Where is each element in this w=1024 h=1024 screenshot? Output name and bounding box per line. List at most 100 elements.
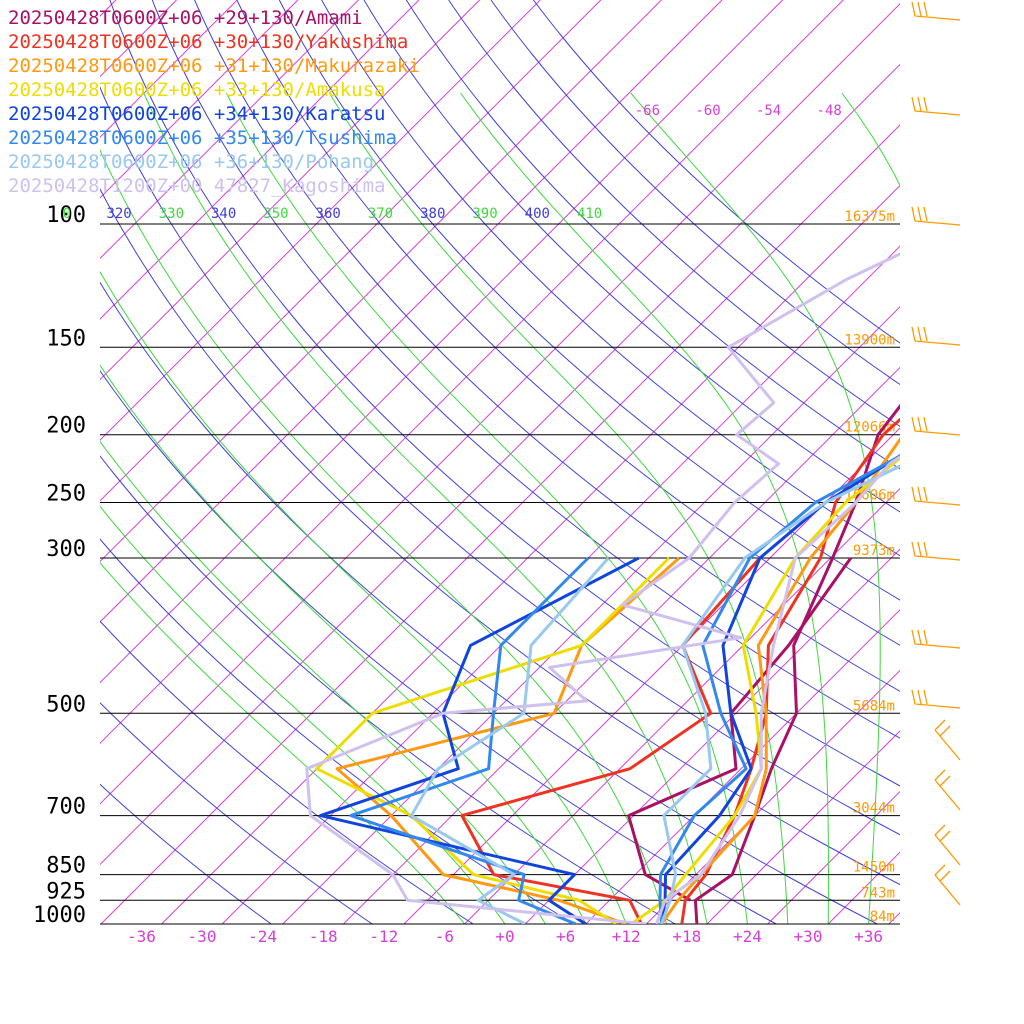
temperature-tick-label: -30 bbox=[188, 927, 217, 946]
isotherm-line bbox=[100, 0, 359, 260]
height-label: 3044m bbox=[853, 801, 895, 817]
dry-adiabat-line bbox=[100, 702, 373, 924]
wind-barb bbox=[911, 326, 961, 346]
temperature-profile-line bbox=[658, 454, 900, 924]
moist-adiabat-line bbox=[460, 92, 829, 924]
temperature-profile-line bbox=[680, 417, 900, 924]
temperature-tick-label: +30 bbox=[794, 927, 823, 946]
moist-adiabat-line bbox=[143, 92, 708, 924]
wind-barb bbox=[911, 541, 961, 561]
height-label: 13900m bbox=[844, 332, 895, 348]
theta-label: 410 bbox=[577, 206, 602, 222]
temperature-tick-label: +6 bbox=[556, 927, 575, 946]
dewpoint-profile-line bbox=[349, 556, 590, 924]
theta-label: 360 bbox=[316, 206, 341, 222]
theta-label: 370 bbox=[368, 206, 393, 222]
moist-adiabat-line bbox=[100, 562, 465, 924]
isotherm-label: -54 bbox=[756, 103, 781, 119]
dewpoint-profile-line bbox=[319, 556, 640, 924]
temperature-tick-label: +24 bbox=[733, 927, 762, 946]
dewpoint-profile-line bbox=[315, 556, 671, 924]
moist-adiabat-line bbox=[630, 92, 881, 924]
dry-adiabat-line bbox=[109, 0, 900, 787]
pressure-label: 500 bbox=[46, 692, 86, 717]
height-label: 743m bbox=[861, 885, 895, 901]
isotherm-line bbox=[100, 0, 844, 744]
legend-entry: 20250428T1200Z+00 47827_Kagoshima bbox=[8, 175, 386, 197]
theta-label: 400 bbox=[525, 206, 550, 222]
temperature-profile-line bbox=[660, 454, 900, 924]
isotherm-line bbox=[1010, 0, 1024, 924]
theta-label: 320 bbox=[106, 206, 131, 222]
wind-barb bbox=[911, 629, 961, 649]
wind-barb bbox=[911, 206, 961, 226]
isotherm-line bbox=[524, 548, 900, 924]
temperature-tick-label: +18 bbox=[672, 927, 701, 946]
isotherm-line bbox=[827, 851, 900, 924]
height-label: 5684m bbox=[853, 698, 895, 714]
temperature-profile-line bbox=[630, 456, 900, 924]
isotherm-line bbox=[585, 609, 900, 924]
theta-label: 380 bbox=[420, 206, 445, 222]
height-label: 16375m bbox=[844, 209, 895, 225]
height-label: 84m bbox=[870, 909, 895, 925]
isotherm-label: -66 bbox=[635, 103, 660, 119]
legend-entry: 20250428T0600Z+06 +33+130/Amakusa bbox=[8, 79, 386, 101]
temperature-tick-label: -24 bbox=[248, 927, 277, 946]
isotherm-line bbox=[100, 0, 541, 441]
wind-barb bbox=[911, 486, 961, 506]
wind-barb bbox=[934, 864, 961, 906]
pressure-label: 250 bbox=[46, 482, 86, 507]
legend-entry: 20250428T0600Z+06 +36+130/Pohang bbox=[8, 151, 374, 173]
temperature-tick-label: -6 bbox=[435, 927, 454, 946]
dry-adiabat-line bbox=[363, 0, 900, 513]
wind-barb bbox=[911, 416, 961, 436]
isotherm-line bbox=[464, 487, 900, 924]
isotherm-line bbox=[646, 669, 900, 924]
isotherm-line bbox=[706, 730, 900, 924]
temperature-profile-line bbox=[660, 436, 900, 924]
dry-adiabat-line bbox=[100, 86, 900, 836]
dry-adiabat-line bbox=[321, 0, 900, 557]
temperature-profile-line bbox=[655, 455, 900, 924]
moist-adiabat-line bbox=[100, 148, 668, 924]
isotherm-line bbox=[100, 0, 602, 502]
wind-barb bbox=[911, 689, 961, 709]
dry-adiabat-line bbox=[405, 0, 900, 470]
isotherm-line bbox=[161, 184, 900, 924]
wind-barb bbox=[934, 719, 961, 761]
pressure-label: 300 bbox=[46, 537, 86, 562]
isotherm-line bbox=[100, 3, 900, 805]
wind-barb bbox=[911, 96, 961, 116]
dry-adiabat-line bbox=[100, 538, 575, 924]
dry-adiabat-line bbox=[236, 0, 900, 646]
isotherm-line bbox=[888, 912, 900, 924]
dry-adiabat-line bbox=[278, 0, 900, 601]
isotherm-line bbox=[100, 0, 783, 684]
height-label: 12066m bbox=[844, 420, 895, 436]
isotherm-line bbox=[343, 366, 900, 924]
pressure-label: 200 bbox=[46, 414, 86, 439]
temperature-tick-label: +36 bbox=[854, 927, 883, 946]
legend-entry: 20250428T0600Z+06 +30+130/Yakushima bbox=[8, 31, 408, 53]
isotherm-line bbox=[403, 427, 900, 924]
temperature-tick-label: -12 bbox=[369, 927, 398, 946]
legend-entry: 20250428T0600Z+06 +34+130/Karatsu bbox=[8, 103, 386, 125]
isotherm-line bbox=[100, 0, 299, 199]
dry-adiabat-line bbox=[533, 0, 900, 344]
dry-adiabat-line bbox=[490, 0, 900, 386]
dry-adiabat-line bbox=[100, 369, 777, 924]
temperature-tick-label: +12 bbox=[612, 927, 641, 946]
pressure-label: 925 bbox=[46, 879, 86, 904]
wind-barb bbox=[934, 769, 961, 811]
dry-adiabat-line bbox=[100, 281, 878, 924]
dewpoint-profile-line bbox=[409, 557, 610, 924]
moist-adiabat-line bbox=[100, 270, 627, 924]
dry-adiabat-line bbox=[194, 0, 900, 692]
isotherm-line bbox=[100, 0, 480, 381]
isotherm-line bbox=[100, 63, 900, 866]
moist-adiabat-line bbox=[328, 92, 789, 924]
dry-adiabat-line bbox=[100, 620, 474, 924]
isotherm-line bbox=[100, 0, 420, 320]
